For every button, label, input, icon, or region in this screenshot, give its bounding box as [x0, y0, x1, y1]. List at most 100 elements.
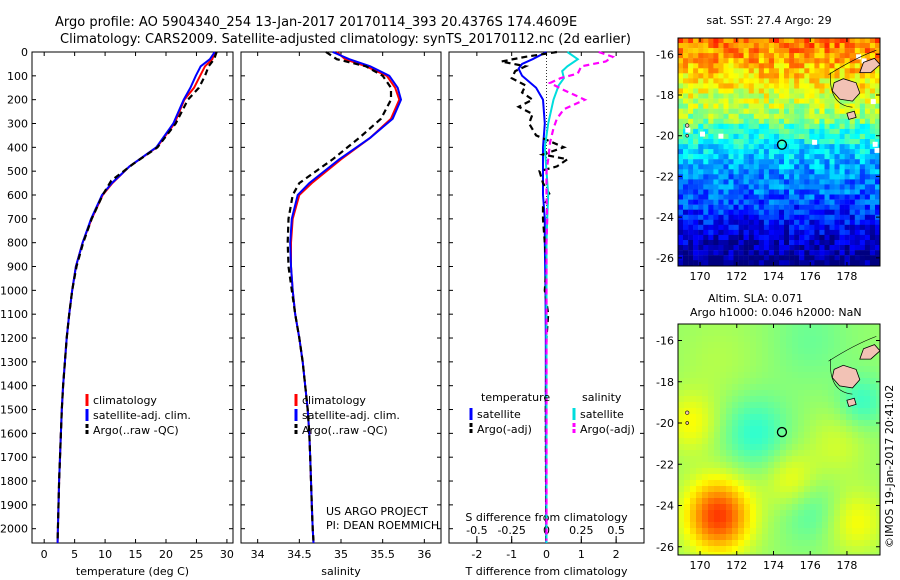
y-tick-label: 400 [7, 141, 28, 154]
x-axis-label: temperature (deg C) [76, 565, 189, 578]
map-x-tick-label: 172 [726, 559, 747, 572]
x-tick-label: 1 [578, 548, 585, 561]
x-tick-label: 34.5 [287, 548, 312, 561]
map-y-tick-label: -26 [656, 541, 674, 554]
y-tick-label: 1800 [0, 475, 28, 488]
map-y-tick-label: -20 [656, 417, 674, 430]
map-panel-1: 170 172 174 176 178 -16 -18 -20 -22 -24 -26 sat. SS… [656, 14, 881, 283]
profile-panel-1: 0100200300400500600700800900100011001200… [0, 46, 234, 578]
x-tick-label: 25 [189, 548, 203, 561]
series-line-2 [289, 51, 403, 544]
y-tick-label: 1700 [0, 451, 28, 464]
map-y-tick-label: -18 [656, 89, 674, 102]
series-line-2 [56, 51, 216, 544]
x-axis-label: T difference from climatology [465, 565, 628, 578]
islet [685, 410, 690, 415]
y-tick-label: 2000 [0, 523, 28, 536]
x-tick-label: 2 [613, 548, 620, 561]
series-line-3 [56, 51, 218, 541]
figure-title-line2: Climatology: CARS2009. Satellite-adjuste… [60, 32, 631, 47]
map-y-tick-label: -16 [656, 48, 674, 61]
map-y-tick-label: -22 [656, 458, 674, 471]
credit-side: ©IMOS 19-Jan-2017 20:41:02 [883, 385, 896, 548]
map-x-tick-label: 178 [836, 270, 857, 283]
sla-field [678, 324, 881, 556]
map-x-tick-label: 170 [690, 559, 711, 572]
y-tick-label: 1600 [0, 427, 28, 440]
island-vanua-levu [859, 344, 881, 360]
legend-label: satellite [580, 408, 624, 421]
credit-project: US ARGO PROJECT [326, 505, 428, 518]
x-tick-label: 15 [129, 548, 143, 561]
map-x-tick-label: 176 [800, 559, 821, 572]
plot-frame [240, 51, 442, 544]
y-tick-label: 900 [7, 261, 28, 274]
map-x-tick-label: 172 [726, 270, 747, 283]
map-y-tick-label: -16 [656, 335, 674, 348]
series-line-2 [500, 50, 571, 541]
map-y-tick-label: -26 [656, 252, 674, 265]
x-tick-label: -1 [506, 548, 517, 561]
legend-label: Argo(-adj) [477, 423, 532, 436]
legend-label: satellite [477, 408, 521, 421]
island-viti-levu [831, 364, 861, 389]
x-tick-label: 10 [98, 548, 112, 561]
y-tick-label: 1200 [0, 332, 28, 345]
x-tick-label: 0 [41, 548, 48, 561]
y-tick-label: 700 [7, 213, 28, 226]
map-x-tick-label: 174 [763, 559, 784, 572]
legend-title-temperature: temperature [481, 391, 550, 404]
island-vanua-levu [859, 57, 881, 73]
y-tick-label: 200 [7, 94, 28, 107]
y-tick-label: 1400 [0, 380, 28, 393]
x-tick-label-salinity: 0.25 [569, 524, 594, 537]
map-y-tick-label: -24 [656, 211, 674, 224]
legend-title-salinity: salinity [582, 391, 622, 404]
legend-label: satellite-adj. clim. [302, 409, 400, 422]
x-axis-label: salinity [321, 565, 361, 578]
island-viti-levu [831, 78, 861, 102]
legend-label: satellite-adj. clim. [93, 409, 191, 422]
argo-float-marker [776, 426, 788, 438]
reef-contour [828, 49, 877, 75]
map-x-tick-label: 174 [763, 270, 784, 283]
series-line-3 [543, 51, 580, 543]
plot-frame [31, 51, 234, 544]
y-tick-label: 800 [7, 237, 28, 250]
y-tick-label: 1000 [0, 284, 28, 297]
x-tick-label: 35.5 [370, 548, 395, 561]
islet [685, 134, 689, 138]
map-y-tick-label: -18 [656, 376, 674, 389]
reef-contour [830, 359, 853, 395]
credit-pi: PI: DEAN ROEMMICH [326, 519, 439, 532]
x-tick-label: 5 [71, 548, 78, 561]
sst-field [678, 38, 881, 267]
figure-title-line1: Argo profile: AO 5904340_254 13-Jan-2017… [55, 15, 577, 30]
map-panel-2: 170 172 174 176 178 -16 -18 -20 -22 -24 -26 Altim. … [656, 292, 881, 572]
map-x-tick-label: 176 [800, 270, 821, 283]
x-tick-label: 36 [417, 548, 431, 561]
map-x-tick-label: 170 [690, 270, 711, 283]
x-tick-label: 34 [251, 548, 265, 561]
x-tick-label: 20 [159, 548, 173, 561]
island-kadavu [846, 110, 857, 120]
x-tick-label-salinity: -0.25 [497, 524, 525, 537]
map-x-tick-label: 178 [836, 559, 857, 572]
map-frame [677, 323, 881, 556]
map-title: sat. SST: 27.4 Argo: 29 [706, 14, 831, 27]
legend-label: Argo(..raw -QC) [302, 424, 388, 437]
profile-panel-2: 34 34.5 35 35.5 36 salinity climatology satelli… [240, 51, 442, 578]
series-line-3 [286, 51, 393, 541]
map-frame [677, 37, 881, 267]
series-line-1 [56, 51, 216, 544]
islet [685, 421, 689, 425]
legend-label: climatology [302, 394, 366, 407]
map-y-tick-label: -20 [656, 130, 674, 143]
x-tick-label: 35 [334, 548, 348, 561]
y-tick-label: 100 [7, 70, 28, 83]
island-kadavu [846, 397, 857, 407]
x-tick-label: -2 [471, 548, 482, 561]
series-line-4 [545, 50, 616, 541]
map-title-line2: Argo h1000: 0.046 h2000: NaN [690, 306, 862, 319]
